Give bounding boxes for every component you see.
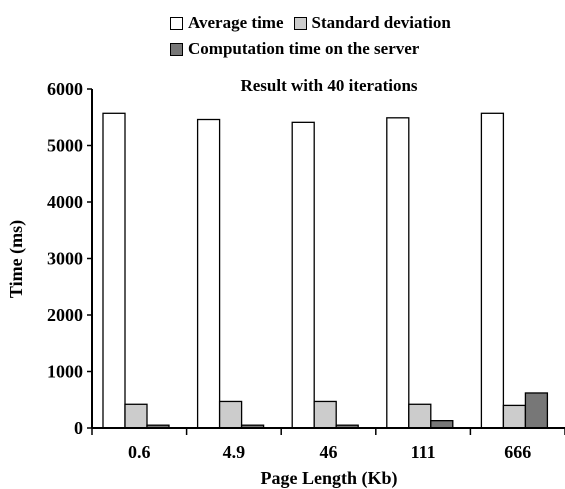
x-tick-label-46: 46 xyxy=(320,442,338,462)
y-tick-label-3000: 3000 xyxy=(47,249,83,269)
y-tick-label-1000: 1000 xyxy=(47,362,83,382)
bar-standard-deviation-111 xyxy=(408,403,432,429)
legend-item-computation-time: Computation time on the server xyxy=(170,39,419,59)
bar-average-time-0-6 xyxy=(102,112,126,429)
bar-standard-deviation-46 xyxy=(313,400,337,429)
x-tick-label-0-6: 0.6 xyxy=(128,442,151,462)
y-axis-label: Time (ms) xyxy=(6,220,27,298)
legend-item-average-time: Average time xyxy=(170,13,284,33)
legend-row-2: Computation time on the server xyxy=(170,36,461,62)
bar-standard-deviation-666 xyxy=(502,404,527,429)
y-tick-label-2000: 2000 xyxy=(47,305,83,325)
chart-title: Result with 40 iterations xyxy=(240,76,417,95)
bar-computation-time-on-the-server-111 xyxy=(430,420,454,429)
y-tick-label-5000: 5000 xyxy=(47,136,83,156)
legend-label-average-time: Average time xyxy=(188,13,284,32)
y-tick-label-6000: 6000 xyxy=(47,79,83,99)
legend-swatch-computation-time xyxy=(170,42,183,56)
legend-item-standard-deviation: Standard deviation xyxy=(293,13,451,33)
bar-average-time-111 xyxy=(386,117,410,429)
x-tick-label-111: 111 xyxy=(411,442,436,462)
axes-group: 0 1000 2000 3000 4000 5000 6000 0.6 4.9 46 111 666 xyxy=(47,79,565,462)
bar-standard-deviation-4-9 xyxy=(218,400,243,429)
bar-computation-time-on-the-server-666 xyxy=(524,392,549,429)
x-axis-label: Page Length (Kb) xyxy=(261,468,398,489)
bars-group xyxy=(102,112,549,429)
bar-average-time-666 xyxy=(480,112,505,429)
legend-swatch-average-time xyxy=(170,16,183,30)
x-tick-label-666: 666 xyxy=(504,442,531,462)
y-tick-label-4000: 4000 xyxy=(47,192,83,212)
bar-average-time-46 xyxy=(291,121,315,429)
legend: Average time Standard deviation Computat… xyxy=(170,10,461,62)
x-tick-label-4-9: 4.9 xyxy=(223,442,246,462)
legend-label-standard-deviation: Standard deviation xyxy=(311,13,451,32)
legend-label-computation-time: Computation time on the server xyxy=(188,39,420,58)
legend-swatch-standard-deviation xyxy=(293,16,307,30)
bar-standard-deviation-0-6 xyxy=(124,403,148,429)
legend-row-1: Average time Standard deviation xyxy=(170,10,461,36)
y-tick-label-0: 0 xyxy=(74,418,83,438)
bar-average-time-4-9 xyxy=(196,118,221,429)
